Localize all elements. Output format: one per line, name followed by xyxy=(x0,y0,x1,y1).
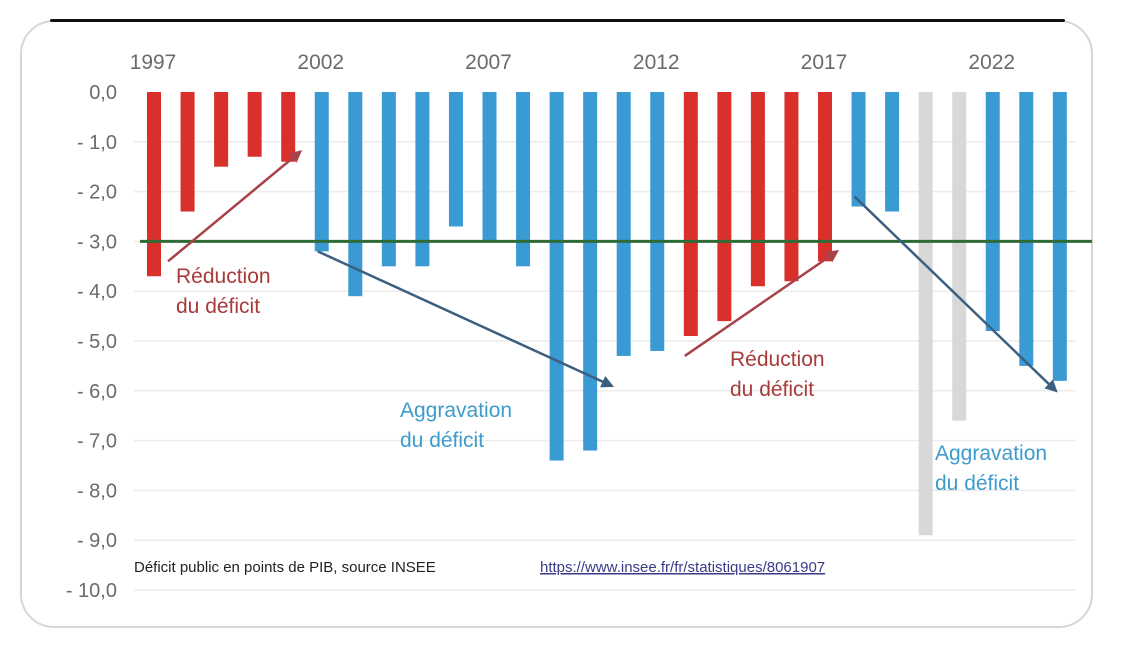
annotation-2-line-1: Aggravation xyxy=(400,399,512,422)
annotation-4-line-2: du déficit xyxy=(935,472,1019,495)
annotation-1-line-2: du déficit xyxy=(176,295,260,318)
bar-2009 xyxy=(549,92,564,461)
y-tick-label: - 8,0 xyxy=(77,480,117,502)
x-tick-label: 2002 xyxy=(297,51,344,74)
y-tick-label: - 3,0 xyxy=(77,231,117,253)
source-note: Déficit public en points de PIB, source … xyxy=(134,559,436,576)
bars xyxy=(147,92,1067,536)
trend-arrow-3 xyxy=(684,249,840,357)
x-tick-label: 1997 xyxy=(130,51,177,74)
annotation-3-line-2: du déficit xyxy=(730,378,814,401)
bar-2023 xyxy=(1019,92,1034,366)
bar-2014 xyxy=(717,92,732,322)
bar-2015 xyxy=(750,92,765,287)
trend-arrow-4 xyxy=(853,195,1058,393)
bar-2022 xyxy=(985,92,1000,332)
x-tick-label: 2017 xyxy=(801,51,848,74)
bar-2013 xyxy=(683,92,698,337)
trend-arrows xyxy=(167,150,1058,393)
trend-arrow-1 xyxy=(167,150,303,263)
bar-2020 xyxy=(918,92,933,536)
x-axis-ticks: 1997 2002 2007 2012 2017 2022 xyxy=(130,51,1015,74)
bar-1998 xyxy=(180,92,195,212)
top-border-line xyxy=(50,19,1065,22)
bar-2017 xyxy=(818,92,832,262)
bar-2011 xyxy=(616,92,631,356)
x-tick-label: 2007 xyxy=(465,51,512,74)
source-link[interactable]: https://www.insee.fr/fr/statistiques/806… xyxy=(540,559,825,576)
bar-1997 xyxy=(147,92,161,277)
annotations: Réduction du déficit Aggravation du déficit… xyxy=(176,265,1047,495)
bar-2004 xyxy=(381,92,396,267)
trend-arrow-2 xyxy=(317,250,614,388)
y-tick-label: - 10,0 xyxy=(66,580,117,602)
bar-2016 xyxy=(784,92,799,282)
annotation-4-line-1: Aggravation xyxy=(935,442,1047,465)
x-tick-label: 2022 xyxy=(968,51,1015,74)
gridlines xyxy=(134,141,1075,591)
annotation-1-line-1: Réduction xyxy=(176,265,271,288)
bar-1999 xyxy=(214,92,229,167)
bar-2000 xyxy=(247,92,262,157)
annotation-3-line-1: Réduction xyxy=(730,348,825,371)
y-tick-label: - 1,0 xyxy=(77,132,117,154)
y-tick-label: - 7,0 xyxy=(77,431,117,453)
y-tick-label: - 5,0 xyxy=(77,331,117,353)
y-tick-label: 0,0 xyxy=(89,82,117,104)
bar-2010 xyxy=(583,92,598,451)
bar-2006 xyxy=(448,92,463,227)
y-tick-label: - 6,0 xyxy=(77,381,117,403)
bar-2019 xyxy=(885,92,900,212)
bar-2005 xyxy=(415,92,430,267)
bar-2007 xyxy=(482,92,497,242)
bar-2021 xyxy=(952,92,967,421)
bar-2003 xyxy=(348,92,363,297)
y-tick-label: - 4,0 xyxy=(77,281,117,303)
bar-2008 xyxy=(516,92,531,267)
y-axis-ticks: 0,0 - 1,0 - 2,0 - 3,0 - 4,0 - 5,0 - 6,0 - 7,0 - … xyxy=(66,82,117,602)
y-tick-label: - 9,0 xyxy=(77,530,117,552)
y-tick-label: - 2,0 xyxy=(77,182,117,204)
bar-2001 xyxy=(281,92,296,162)
annotation-2-line-2: du déficit xyxy=(400,429,484,452)
bar-2018 xyxy=(851,92,866,207)
bar-2024 xyxy=(1052,92,1067,381)
bar-2012 xyxy=(650,92,665,351)
bar-2002 xyxy=(314,92,329,252)
x-tick-label: 2012 xyxy=(633,51,680,74)
